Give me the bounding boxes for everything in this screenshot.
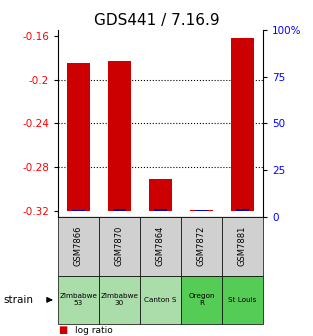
Bar (222, 217, 263, 276)
Bar (67, 63, 90, 211)
Bar (154, 209, 167, 211)
Bar (231, 38, 254, 211)
Bar (181, 276, 222, 324)
Text: Oregon
R: Oregon R (188, 293, 215, 306)
Text: GSM7864: GSM7864 (156, 226, 165, 266)
Bar (58, 276, 99, 324)
Bar (108, 61, 131, 211)
Text: GSM7866: GSM7866 (74, 226, 83, 266)
Text: Zimbabwe
30: Zimbabwe 30 (100, 293, 138, 306)
Text: GSM7870: GSM7870 (115, 226, 124, 266)
Bar (72, 210, 85, 211)
Bar (222, 276, 263, 324)
Text: GSM7881: GSM7881 (238, 226, 247, 266)
Bar (236, 209, 249, 211)
Text: Canton S: Canton S (144, 297, 177, 303)
Text: St Louis: St Louis (228, 297, 257, 303)
Bar (190, 210, 213, 211)
Bar (58, 217, 99, 276)
Bar (195, 210, 208, 211)
Bar (149, 179, 172, 211)
Bar (113, 209, 126, 211)
Text: strain: strain (3, 295, 33, 305)
Bar (99, 276, 140, 324)
Bar (181, 217, 222, 276)
Bar (140, 276, 181, 324)
Text: GSM7872: GSM7872 (197, 226, 206, 266)
Bar (140, 217, 181, 276)
Text: Zimbabwe
53: Zimbabwe 53 (59, 293, 97, 306)
Text: ■: ■ (58, 325, 67, 335)
Text: GDS441 / 7.16.9: GDS441 / 7.16.9 (94, 13, 219, 28)
Text: log ratio: log ratio (75, 326, 113, 335)
Bar (99, 217, 140, 276)
